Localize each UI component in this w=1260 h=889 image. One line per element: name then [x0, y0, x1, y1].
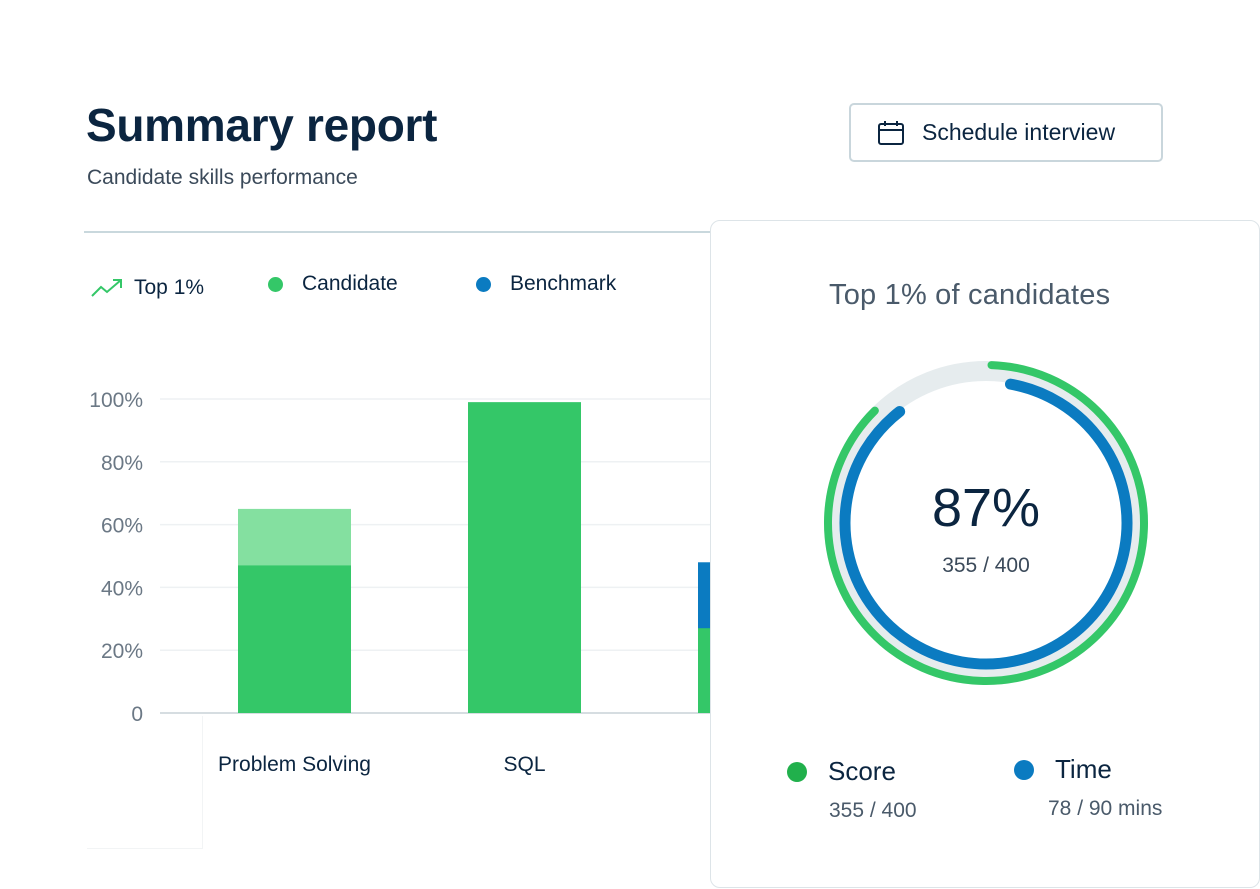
legend-benchmark: Benchmark [476, 272, 616, 296]
ring-track [824, 361, 1148, 685]
time-arc [839, 376, 1133, 670]
score-percent: 87% [931, 478, 1041, 538]
score-fraction: 355 / 400 [942, 554, 1030, 577]
calendar-icon [878, 120, 904, 145]
y-tick-label: 0 [131, 703, 143, 726]
candidate-bar [468, 402, 581, 713]
schedule-interview-button[interactable]: Schedule interview [849, 103, 1163, 162]
y-tick-label: 60% [101, 515, 143, 538]
time-dot-icon [1014, 759, 1034, 780]
time-metric: Time 78 / 90 mins [1014, 754, 1162, 821]
y-tick-label: 100% [89, 389, 143, 412]
trending-up-icon [91, 279, 122, 297]
candidate-dot-icon [268, 276, 283, 292]
score-metric: Score 355 / 400 [787, 756, 917, 823]
score-label: Score [828, 756, 896, 786]
score-arc [824, 361, 1148, 685]
y-tick-label: 20% [101, 640, 143, 663]
legend-candidate: Candidate [268, 272, 398, 296]
skills-bar-chart: 0 20% 40% 60% 80% 100% Problem Solving SQL [89, 389, 720, 776]
benchmark-dot-icon [476, 276, 491, 292]
score-ring [824, 361, 1148, 685]
score-dot-icon [787, 761, 807, 782]
time-label: Time [1055, 754, 1112, 784]
y-tick-label: 40% [101, 577, 143, 600]
legend-top-1: Top 1% [90, 276, 204, 300]
legend-top-label: Top 1% [134, 276, 205, 299]
candidate-bar [238, 565, 351, 713]
x-tick-label: Problem Solving [218, 753, 371, 776]
y-tick-label: 80% [101, 452, 143, 475]
page-title: Summary report [86, 99, 438, 151]
legend-candidate-label: Candidate [302, 272, 398, 295]
time-value: 78 / 90 mins [1048, 797, 1163, 820]
legend-benchmark-label: Benchmark [510, 272, 617, 295]
score-value: 355 / 400 [829, 799, 917, 822]
page-subtitle: Candidate skills performance [87, 166, 358, 189]
x-tick-label: SQL [503, 753, 545, 776]
card-title: Top 1% of candidates [829, 279, 1111, 311]
chart-corner-panel [87, 716, 203, 849]
divider [84, 231, 724, 233]
schedule-interview-label: Schedule interview [922, 119, 1116, 145]
top-candidates-card: Top 1% of candidates 87% 355 / 400 Score… [710, 220, 1260, 888]
